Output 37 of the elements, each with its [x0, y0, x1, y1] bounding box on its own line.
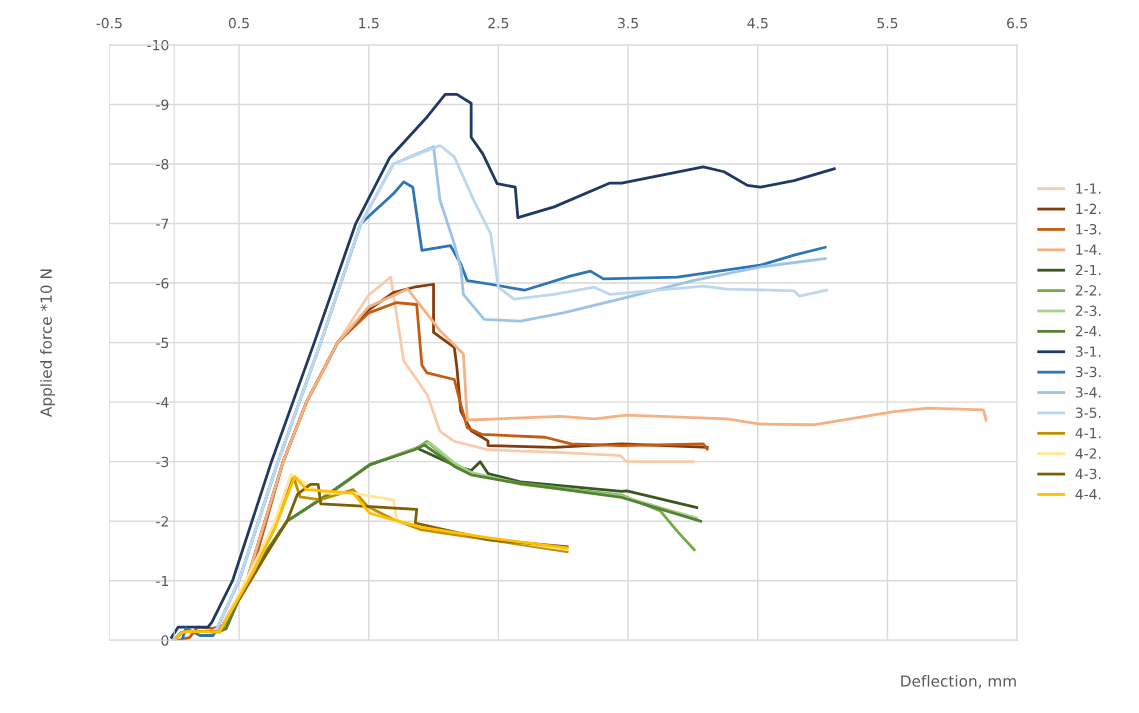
y-tick-label: -3: [156, 456, 169, 468]
x-tick-label: 6.5: [1007, 17, 1027, 29]
legend-label: 3-3.: [1075, 366, 1101, 378]
legend-label: 3-4.: [1075, 387, 1101, 398]
y-tick-label: -8: [156, 158, 169, 170]
legend-label: 1-3.: [1076, 224, 1101, 235]
x-tick-label: 3.5: [618, 17, 638, 29]
legend-label: 2-3.: [1075, 305, 1101, 317]
x-axis-title: Deflection, mm: [901, 675, 1016, 689]
y-tick-label: -10: [147, 39, 169, 51]
legend-label: 1-2.: [1076, 203, 1101, 214]
legend-label: 4-1.: [1075, 428, 1101, 439]
legend-label: 4-4.: [1075, 489, 1101, 500]
y-tick-label: -1: [156, 575, 169, 587]
y-tick-label: 0: [161, 635, 169, 646]
x-tick-label: 0.5: [228, 17, 249, 29]
legend-label: 4-3.: [1075, 468, 1101, 480]
y-tick-label: -4: [156, 397, 169, 408]
legend-label: 1-1.: [1076, 183, 1101, 194]
y-tick-label: -7: [156, 218, 169, 229]
legend-label: 3-1.: [1075, 346, 1101, 357]
legend-label: 2-2.: [1075, 285, 1101, 296]
x-tick-label: 2.5: [488, 17, 509, 29]
x-tick-label: 4.5: [747, 18, 768, 29]
legend-label: 3-5.: [1075, 407, 1101, 418]
legend-label: 2-4.: [1075, 325, 1101, 337]
legend-label: 4-2.: [1075, 448, 1101, 459]
legend-label: 1-4.: [1076, 244, 1101, 255]
x-tick-label: 1.5: [359, 18, 379, 29]
x-tick-label: -0.5: [96, 17, 122, 29]
y-axis-title: Applied force *10 N: [40, 269, 55, 417]
y-tick-label: -9: [156, 99, 169, 110]
y-tick-label: -2: [156, 516, 168, 527]
legend-label: 2-1.: [1075, 264, 1101, 276]
x-tick-label: 5.5: [877, 18, 898, 29]
y-tick-label: -6: [156, 278, 169, 289]
y-tick-label: -5: [156, 337, 169, 349]
